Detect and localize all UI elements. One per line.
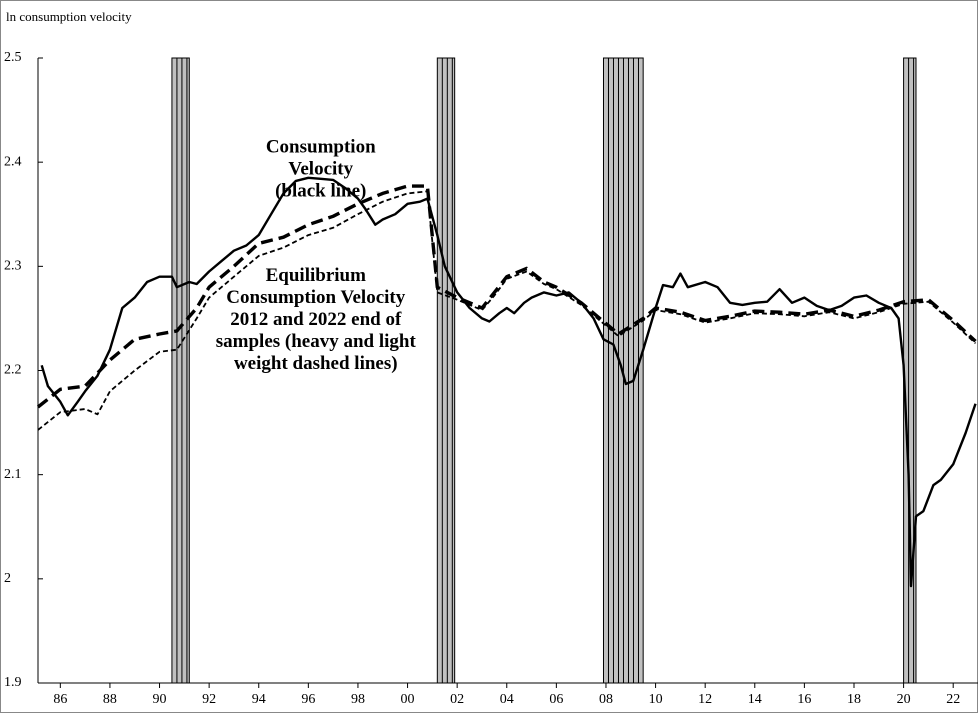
x-tick-label: 90: [153, 692, 167, 707]
x-tick-label: 18: [847, 692, 861, 707]
x-tick-label: 92: [202, 692, 216, 707]
x-tick-label: 86: [53, 692, 67, 707]
series-line: [37, 190, 977, 431]
x-tick-label: 22: [946, 692, 960, 707]
series-line: [36, 184, 977, 409]
series-line: [40, 176, 977, 588]
x-tick-label: 96: [301, 692, 315, 707]
annotation-line: Consumption Velocity: [226, 287, 405, 308]
x-tick-label: 04: [500, 692, 514, 707]
annotation: Equilibrium Consumption Velocity 2012 and …: [216, 265, 417, 374]
x-tick-label: 20: [897, 692, 911, 707]
shaded-period: [903, 57, 917, 684]
annotation-line: weight dashed lines): [234, 353, 398, 374]
y-tick-label: 1.9: [4, 675, 22, 690]
annotation-line: 2012 and 2022 end of: [230, 309, 402, 330]
y-tick-label: 2.2: [4, 363, 22, 378]
x-tick-label: 06: [549, 692, 563, 707]
x-tick-label: 16: [797, 692, 811, 707]
x-tick-label: 94: [252, 692, 266, 707]
annotation-line: Consumption: [266, 137, 376, 158]
y-tick-label: 2.1: [4, 467, 22, 482]
x-tick-label: 00: [401, 692, 415, 707]
y-axis-label: ln consumption velocity: [6, 9, 132, 24]
x-tick-label: 88: [103, 692, 117, 707]
annotation-line: Velocity: [288, 159, 353, 180]
x-tick-label: 12: [698, 692, 712, 707]
x-tick-label: 08: [599, 692, 613, 707]
y-tick-label: 2.3: [4, 259, 22, 274]
x-tick-label: 02: [450, 692, 464, 707]
y-tick-label: 2: [4, 571, 11, 586]
x-tick-label: 98: [351, 692, 365, 707]
annotation-line: samples (heavy and light: [216, 331, 417, 352]
y-tick-label: 2.4: [4, 154, 22, 169]
x-tick-label: 14: [748, 692, 762, 707]
annotation-line: (black line): [275, 181, 366, 202]
annotation-line: Equilibrium: [266, 265, 366, 286]
x-tick-label: 10: [649, 692, 663, 707]
y-tick-label: 2.5: [4, 50, 22, 65]
annotation: Consumption Velocity (black line): [266, 137, 376, 202]
